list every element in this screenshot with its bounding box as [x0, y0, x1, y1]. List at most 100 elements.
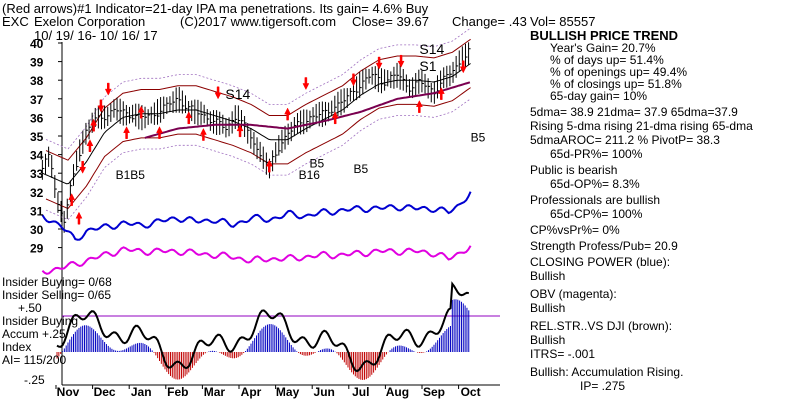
- accum-plus50: +.50: [18, 301, 42, 315]
- x-tick-labels: Nov Dec Jan Feb Mar Apr May Jun Jul Aug Sep Oct: [55, 385, 481, 399]
- red-arrow-6: [123, 126, 130, 139]
- years-gain: Year's Gain= 20.7%: [550, 41, 656, 55]
- insider-buying-1: Insider Buying= 0/68: [2, 275, 112, 289]
- x-tick-jun: Jun: [314, 385, 335, 399]
- y-tick-38: 38: [30, 74, 44, 88]
- red-arrow-18: [375, 56, 383, 70]
- x-tick-feb: Feb: [167, 385, 188, 399]
- annotation-s14-0: S14: [419, 41, 444, 57]
- trend-title: BULLISH PRICE TREND: [530, 28, 678, 43]
- price-bands: [45, 27, 471, 221]
- red-arrow-17: [350, 73, 357, 87]
- y-tick-31: 31: [30, 204, 44, 218]
- aroc-pivot: 5dmaAROC= 211.2 % PivotP= 38.3: [530, 133, 720, 147]
- annotation-b5-4: B5: [130, 168, 145, 182]
- y-tick-39: 39: [30, 56, 44, 70]
- obv-title: OBV (magenta):: [530, 287, 617, 301]
- red-arrow-22: [459, 60, 467, 74]
- accum-histogram: [56, 281, 470, 380]
- obv-value: Bullish: [530, 301, 565, 315]
- annotation-b5-7: B5: [353, 162, 368, 176]
- dma-values: 5dma= 38.9 21dma= 37.9 65dma=37.9: [530, 105, 738, 119]
- red-arrow-14: [284, 107, 292, 121]
- series-obv: [41, 245, 472, 275]
- red-arrow-9: [185, 111, 193, 125]
- annotation-b16-6: B16: [299, 168, 321, 182]
- relstr-title: REL.STR..VS DJI (brown):: [530, 319, 672, 333]
- red-arrow-7: [137, 105, 145, 119]
- red-arrow-11: [214, 86, 222, 100]
- closing-power-title: CLOSING POWER (blue):: [530, 255, 670, 269]
- op65: 65d-OP%= 8.3%: [550, 177, 640, 191]
- series-lines: [41, 63, 472, 275]
- red-arrow-8: [156, 126, 163, 139]
- y-tick-32: 32: [30, 186, 44, 200]
- red-arrows: [68, 54, 467, 225]
- accum-label: Accum +.25: [2, 327, 66, 341]
- price-bars: [41, 42, 471, 233]
- x-tick-sep: Sep: [423, 385, 445, 399]
- accum-rising: Bullish: Accumulation Rising.: [530, 365, 683, 379]
- itrs: ITRS= -.001: [530, 347, 595, 361]
- pr65: 65d-PR%= 100%: [550, 147, 643, 161]
- y-tick-30: 30: [30, 223, 44, 237]
- band-outer-upper: [45, 27, 471, 150]
- header-copyright: (C)2017 www.tigersoft.com: [180, 14, 336, 29]
- cp-vs-pr: CP%vsPr%= 0%: [530, 223, 620, 237]
- series-closing_power: [41, 191, 472, 241]
- header-company: Exelon Corporation: [34, 14, 145, 29]
- x-tick-apr: Apr: [241, 385, 262, 399]
- red-arrow-23: [75, 211, 83, 225]
- red-arrow-15: [302, 77, 310, 91]
- y-tick-33: 33: [30, 167, 44, 181]
- annotation-b5-8: B5: [471, 131, 486, 145]
- header-volume: Vol= 85557: [530, 14, 595, 29]
- red-arrow-16: [331, 111, 339, 125]
- insider-buying-2: Insider Buying: [2, 314, 78, 328]
- band-inner-lower: [45, 87, 471, 210]
- red-arrow-0: [68, 193, 76, 206]
- ip-value: IP= .275: [580, 379, 625, 393]
- header-date-range: 10/ 19/ 16- 10/ 16/ 17: [34, 28, 158, 43]
- annotation-s1-2: S1: [419, 58, 436, 74]
- x-tick-dec: Dec: [94, 385, 116, 399]
- annotation-b5-5: B5: [310, 157, 325, 171]
- red-arrow-1: [79, 160, 87, 174]
- x-tick-may: May: [276, 385, 300, 399]
- x-tick-aug: Aug: [386, 385, 409, 399]
- band-outer-lower: [45, 98, 471, 221]
- header-symbol: EXC: [2, 14, 29, 29]
- x-tick-jan: Jan: [131, 385, 152, 399]
- y-tick-40: 40: [30, 37, 44, 51]
- red-arrow-10: [200, 128, 207, 141]
- series-ma21: [42, 63, 471, 185]
- annotation-s14-1: S14: [225, 86, 250, 102]
- day65-gain: 65-day gain= 10%: [550, 89, 647, 103]
- red-arrow-5: [97, 99, 105, 113]
- y-tick-29: 29: [30, 242, 44, 256]
- relstr-value: Bullish: [530, 333, 565, 347]
- days-up: % of days up= 51.4%: [550, 53, 664, 67]
- y-tick-35: 35: [30, 130, 44, 144]
- red-arrow-21: [437, 87, 445, 100]
- x-tick-mar: Mar: [204, 385, 226, 399]
- accum-index-line: [56, 281, 469, 373]
- red-arrow-3: [104, 82, 112, 96]
- y-tick-36: 36: [30, 111, 44, 125]
- x-tick-jul: Jul: [352, 385, 369, 399]
- public-bearish: Public is bearish: [530, 163, 617, 177]
- x-tick-oct: Oct: [461, 385, 481, 399]
- red-arrow-20: [415, 100, 423, 113]
- annotation-b1-3: B1: [116, 168, 131, 182]
- closing-power-value: Bullish: [530, 269, 565, 283]
- insider-selling: Insider Selling= 0/65: [2, 288, 111, 302]
- accum-minus25: -.25: [24, 373, 45, 387]
- index-label: Index: [2, 340, 31, 354]
- y-tick-37: 37: [30, 93, 44, 107]
- openings-up: % of openings up= 49.4%: [550, 65, 687, 79]
- closings-up: % of closings up= 51.8%: [550, 77, 682, 91]
- header-indicator-line: (Red arrows)#1 Indicator=21-day IPA ma p…: [2, 1, 429, 16]
- cp65: 65d-CP%= 100%: [550, 207, 643, 221]
